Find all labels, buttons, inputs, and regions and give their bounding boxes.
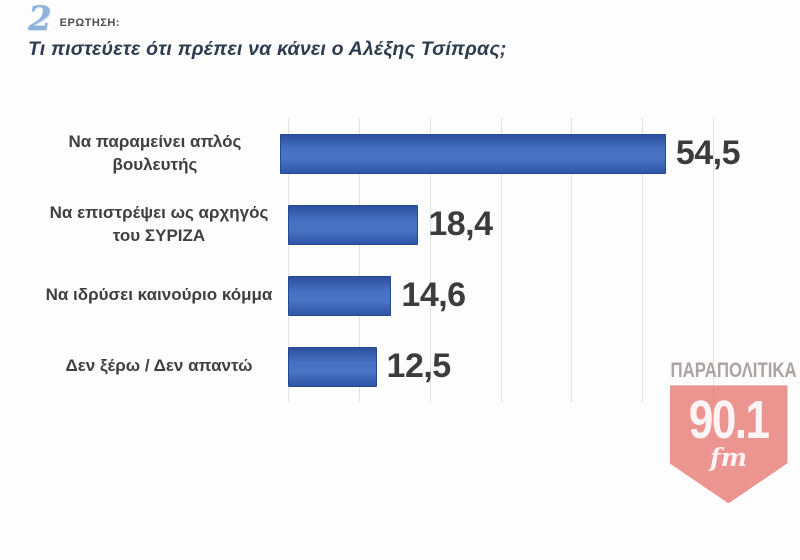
gridline [713, 118, 714, 402]
gridline [358, 118, 360, 402]
bar-label: Να παραμείνει απλός βουλευτής [68, 132, 242, 174]
bar-track: 14,6 [288, 260, 740, 331]
bar [288, 275, 392, 316]
bar [279, 133, 666, 174]
gridline [288, 118, 289, 402]
bar-chart: Να παραμείνει απλός βουλευτής 54,5 Να επισ… [40, 118, 741, 402]
bar-rows: Να παραμείνει απλός βουλευτής 54,5 Να επισ… [40, 118, 741, 402]
gridline [429, 118, 431, 402]
bar-row: Να επιστρέψει ως αρχηγός του ΣΥΡΙΖΑ 18,4 [40, 189, 740, 260]
question-label: ΕΡΩΤΗΣΗ: [59, 17, 121, 29]
bar-value: 12,5 [386, 347, 452, 385]
bar-row: Δεν ξέρω / Δεν απαντώ 12,5 [40, 331, 740, 402]
station-brand-text: ΠΑΡΑΠΟΛΙΤΙΚΑ [670, 359, 797, 382]
bar-track: 18,4 [288, 189, 740, 260]
gridline [571, 118, 573, 402]
gridline [642, 118, 644, 402]
gridlines [288, 118, 714, 402]
bar [288, 204, 419, 245]
bar-value: 54,5 [675, 134, 741, 172]
station-band: fm [709, 443, 748, 473]
bar-row: Να ιδρύσει καινούριο κόμμα 14,6 [40, 260, 740, 331]
bar-track: 12,5 [288, 331, 740, 402]
bar-track: 54,5 [279, 118, 741, 189]
bar-label: Δεν ξέρω / Δεν απαντώ [65, 356, 253, 376]
station-shield-badge: 90.1 fm [669, 385, 788, 504]
bar-label: Να επιστρέψει ως αρχηγός του ΣΥΡΙΖΑ [49, 203, 269, 245]
bar-value: 14,6 [401, 276, 466, 314]
bar-value: 18,4 [428, 205, 493, 243]
bar [288, 346, 377, 387]
question-header: 2 ΕΡΩΤΗΣΗ: [28, 2, 120, 36]
bar-row: Να παραμείνει απλός βουλευτής 54,5 [40, 118, 741, 189]
chart-title: Τι πιστεύετε ότι πρέπει να κάνει ο Αλέξη… [28, 38, 507, 60]
station-watermark: ΠΑΡΑΠΟΛΙΤΙΚΑ 90.1 fm [656, 356, 800, 504]
station-frequency: 90.1 [688, 390, 770, 451]
gridline [500, 118, 502, 402]
bar-label: Να ιδρύσει καινούριο κόμμα [45, 285, 273, 305]
question-number: 2 [28, 0, 52, 39]
